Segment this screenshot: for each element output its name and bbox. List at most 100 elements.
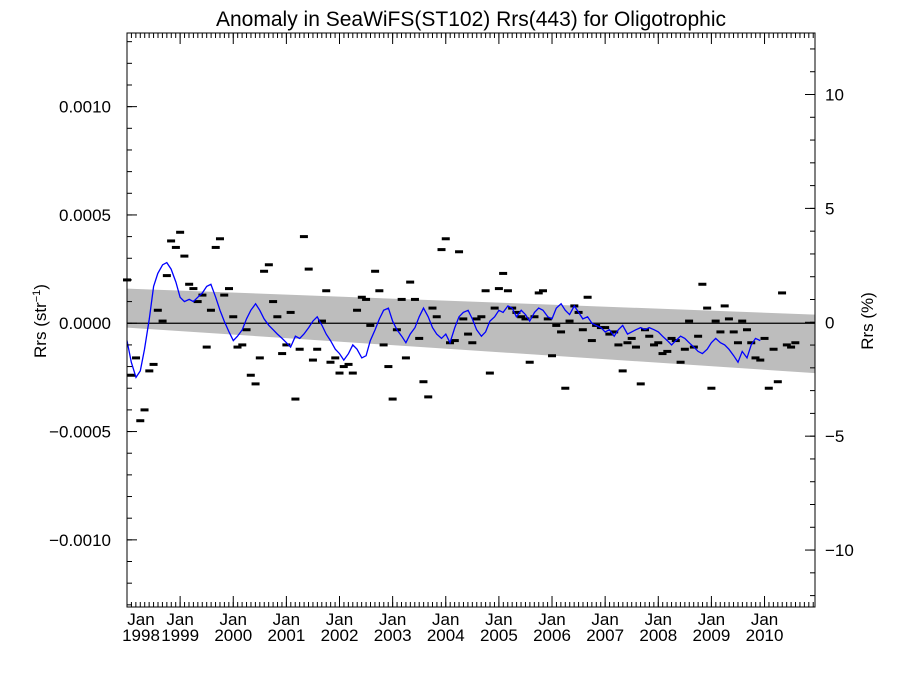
data-point xyxy=(180,254,189,258)
data-point xyxy=(707,386,716,390)
data-point xyxy=(751,356,760,360)
data-point xyxy=(140,408,149,412)
data-point xyxy=(481,289,490,293)
data-point xyxy=(503,289,512,293)
data-point xyxy=(353,308,362,312)
data-point xyxy=(636,382,645,386)
data-point xyxy=(565,319,574,323)
data-point xyxy=(428,306,437,310)
data-point xyxy=(720,304,729,308)
running-mean-line xyxy=(126,261,761,379)
data-point xyxy=(432,315,441,319)
x-tick-label-year: 2010 xyxy=(746,626,784,645)
data-point xyxy=(260,269,269,273)
data-point xyxy=(246,373,255,377)
data-point xyxy=(299,235,308,239)
data-point xyxy=(437,248,446,252)
data-point xyxy=(791,341,800,345)
data-point xyxy=(676,360,685,364)
data-point xyxy=(264,263,273,267)
data-point xyxy=(738,319,747,323)
data-point xyxy=(485,371,494,375)
y-tick-label-left: −0.0005 xyxy=(49,423,111,442)
data-point xyxy=(557,330,566,334)
data-point xyxy=(375,289,384,293)
y-tick-label-left: 0.0000 xyxy=(59,314,111,333)
data-point xyxy=(631,345,640,349)
data-point xyxy=(499,271,508,275)
data-point xyxy=(397,297,406,301)
data-point xyxy=(344,362,353,366)
y-tick-label-right: −10 xyxy=(825,541,854,560)
y-axis-label-left-main: Rrs (str xyxy=(31,302,50,358)
data-point xyxy=(756,358,765,362)
data-point xyxy=(650,343,659,347)
data-point xyxy=(357,295,366,299)
data-point xyxy=(760,336,769,340)
x-tick-label-year: 1998 xyxy=(122,626,160,645)
data-point xyxy=(614,343,623,347)
data-point xyxy=(127,373,136,377)
data-point xyxy=(552,323,561,327)
data-point xyxy=(787,345,796,349)
data-point xyxy=(335,371,344,375)
data-point xyxy=(366,323,375,327)
data-point xyxy=(225,287,234,291)
data-point xyxy=(145,369,154,373)
data-point xyxy=(654,341,663,345)
data-point xyxy=(583,295,592,299)
data-point xyxy=(742,328,751,332)
data-point xyxy=(233,345,242,349)
data-point xyxy=(251,382,260,386)
y-axis-label-right: Rrs (%) xyxy=(858,292,877,350)
data-point xyxy=(729,330,738,334)
data-point xyxy=(162,274,171,278)
x-tick-label-year: 2007 xyxy=(586,626,624,645)
axes-layer: 0.0010 0.0005 0.0000 −0.0005 −0.0010 10 5 0 −5 −1… xyxy=(49,32,854,645)
data-point xyxy=(410,297,419,301)
x-tick-label-month: Jan xyxy=(645,610,672,629)
data-point xyxy=(317,319,326,323)
data-point xyxy=(618,369,627,373)
y-tick-label-right: 10 xyxy=(825,86,844,105)
y-tick-label-left: 0.0005 xyxy=(59,206,111,225)
data-point xyxy=(339,365,348,369)
x-tick-label-month: Jan xyxy=(326,610,353,629)
data-point xyxy=(494,287,503,291)
x-tick-label-year: 2000 xyxy=(214,626,252,645)
data-point xyxy=(269,300,278,304)
x-tick-label-month: Jan xyxy=(432,610,459,629)
data-point xyxy=(645,334,654,338)
data-point xyxy=(658,352,667,356)
data-point xyxy=(512,310,521,314)
data-point xyxy=(388,397,397,401)
data-point xyxy=(362,297,371,301)
data-point xyxy=(202,345,211,349)
x-tick-label-year: 2003 xyxy=(374,626,412,645)
data-point xyxy=(322,289,331,293)
data-point xyxy=(273,315,282,319)
x-tick-label-month: Jan xyxy=(698,610,725,629)
x-tick-label-year: 2006 xyxy=(533,626,571,645)
data-point xyxy=(778,291,787,295)
y-tick-label-right: −5 xyxy=(825,427,844,446)
data-point xyxy=(136,419,145,423)
x-tick-label-month: Jan xyxy=(166,610,193,629)
y-tick-label-left: −0.0010 xyxy=(49,531,111,550)
data-point xyxy=(158,319,167,323)
data-point xyxy=(153,308,162,312)
chart-title: Anomaly in SeaWiFS(ST102) Rrs(443) for O… xyxy=(216,8,726,31)
data-point xyxy=(587,339,596,343)
data-point xyxy=(419,380,428,384)
data-point xyxy=(769,347,778,351)
y-axis-label-left-superscript: −1 xyxy=(31,290,43,303)
data-point xyxy=(286,310,295,314)
data-point xyxy=(211,245,220,249)
data-point xyxy=(703,306,712,310)
data-point xyxy=(468,341,477,345)
data-point xyxy=(406,280,415,284)
data-point xyxy=(189,287,198,291)
x-tick-label-year: 1999 xyxy=(161,626,199,645)
